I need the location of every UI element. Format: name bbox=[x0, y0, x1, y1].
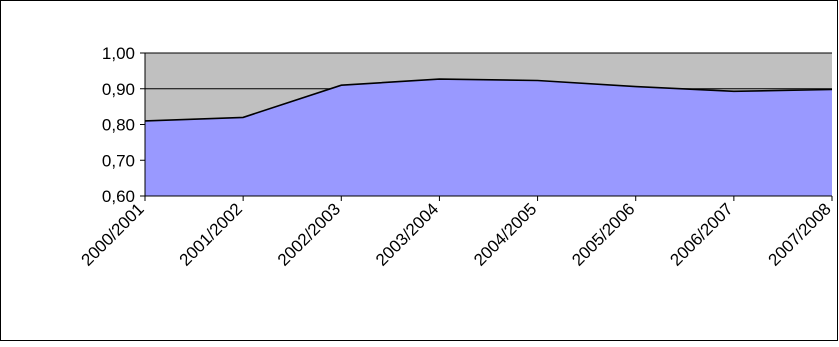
y-tick-label: 0,80 bbox=[102, 116, 135, 135]
y-tick-label: 0,90 bbox=[102, 80, 135, 99]
y-tick-label: 0,70 bbox=[102, 151, 135, 170]
plot-area bbox=[145, 53, 832, 196]
y-tick-label: 1,00 bbox=[102, 44, 135, 63]
